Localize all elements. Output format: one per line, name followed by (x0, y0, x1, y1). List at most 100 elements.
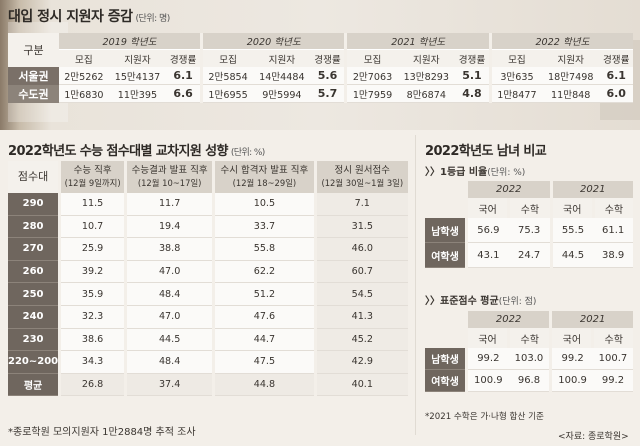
col-header: 경쟁률 (310, 49, 346, 67)
column-divider (415, 135, 416, 435)
gender-comparison-title: 2022학년도 남녀 비교 (425, 144, 547, 159)
cell: 1만6830 (59, 84, 109, 103)
cell: 96.8 (508, 369, 551, 392)
subject-label: 수학 (507, 198, 552, 218)
col-header: 경쟁률 (455, 49, 491, 67)
table-row: 270 25.9 38.8 55.8 46.0 (8, 237, 408, 261)
cell: 56.9 (464, 218, 509, 243)
column-sub: (12월 18~29일) (232, 178, 297, 188)
subject-row: 국어 수학 국어 수학 (425, 328, 633, 348)
cell: 38.9 (593, 242, 633, 268)
table-row: 250 35.9 48.4 51.2 54.5 (8, 282, 408, 306)
row-label: 280 (8, 215, 60, 239)
col-header: 지원자 (108, 49, 167, 67)
cell: 5.6 (310, 67, 346, 85)
cell: 7.1 (313, 193, 408, 216)
year-2019: 2019 학년도 (59, 33, 202, 50)
table-row: 260 39.2 47.0 62.2 60.7 (8, 260, 408, 284)
cell: 38.8 (124, 237, 214, 261)
column-sub: (12월 30일~1월 3일) (321, 178, 404, 188)
row-label: 서울권 (8, 67, 59, 85)
cell: 47.0 (124, 305, 214, 329)
cell: 1만8477 (488, 84, 542, 103)
cell: 6.1 (166, 67, 202, 85)
subject-label: 국어 (464, 328, 509, 348)
std-score-heading: 〉〉표준점수 평균(단위: 점) (425, 292, 536, 307)
row-label: 여학생 (425, 242, 467, 268)
cell: 99.2 (549, 348, 593, 370)
cell: 10.5 (212, 193, 316, 216)
top-title-text: 대입 정시 지원자 증감 (8, 9, 133, 25)
cell: 44.8 (212, 373, 316, 397)
right-note: *2021 수학은 가·나형 합산 기준 (425, 412, 544, 422)
cell: 47.0 (124, 260, 214, 284)
table-row: 290 11.5 11.7 10.5 7.1 (8, 193, 408, 216)
year-row: 2022 2021 (425, 311, 633, 328)
cell: 42.9 (313, 350, 408, 374)
cell: 38.6 (58, 328, 126, 352)
corner-label: 점수대 (8, 161, 60, 193)
table-row: 남학생 56.9 75.3 55.5 61.1 (425, 218, 633, 243)
score-unit: (단위: 점) (498, 297, 537, 307)
table-row: 230 38.6 44.5 44.7 45.2 (8, 328, 408, 352)
cell: 11.7 (124, 193, 214, 216)
source-credit: <자료: 종로학원> (558, 432, 629, 442)
cell: 18만7498 (542, 67, 600, 85)
column-label: 수능결과 발표 직후 (131, 165, 208, 176)
cell: 32.3 (58, 305, 126, 329)
column-label: 수능 직후 (73, 165, 112, 176)
cell: 47.6 (212, 305, 316, 329)
year-2020: 2020 학년도 (200, 33, 346, 50)
column-sub: (12월 9일까지) (64, 178, 121, 188)
row-label: 220~200 (8, 350, 60, 374)
cell: 35.9 (58, 282, 126, 306)
cell: 99.2 (464, 348, 509, 370)
cell: 6.0 (599, 84, 633, 103)
year-2022: 2022 학년도 (488, 33, 633, 50)
cell: 11만848 (542, 84, 600, 103)
cross-application-table: 점수대 수능 직후 (12월 9일까지) 수능결과 발표 직후 (12월 10~17… (8, 161, 408, 397)
row-label: 수도권 (8, 84, 59, 103)
subject-label: 수학 (591, 328, 633, 348)
left-title-text: 2022학년도 수능 점수대별 교차지원 성향 (8, 144, 228, 159)
left-unit: (단위: %) (230, 148, 265, 158)
cell: 62.2 (212, 260, 316, 284)
cell: 61.1 (593, 218, 633, 243)
cell: 103.0 (508, 348, 551, 370)
cell: 51.2 (212, 282, 316, 306)
column-sub: (12월 10~17일) (137, 178, 202, 188)
cell: 5.1 (455, 67, 491, 85)
cell: 24.7 (508, 242, 552, 268)
row-label: 290 (8, 193, 60, 216)
cell: 54.5 (313, 282, 408, 306)
cell: 48.4 (124, 350, 214, 374)
table-row: 240 32.3 47.0 47.6 41.3 (8, 305, 408, 329)
header-row: 점수대 수능 직후 (12월 9일까지) 수능결과 발표 직후 (12월 10~17… (8, 161, 408, 193)
cell: 3만635 (488, 67, 542, 85)
row-label: 남학생 (425, 218, 467, 243)
table-row: 여학생 100.9 96.8 100.9 99.2 (425, 369, 633, 392)
cell: 44.5 (124, 328, 214, 352)
cell: 19.4 (124, 215, 214, 239)
cell: 41.3 (313, 305, 408, 329)
cell: 15만4137 (108, 67, 167, 85)
ratio-heading-text: 〉〉1등급 비율 (425, 167, 488, 178)
row-label: 평균 (8, 373, 60, 397)
table-row: 여학생 43.1 24.7 44.5 38.9 (425, 242, 633, 268)
column-header: 수능 직후 (12월 9일까지) (58, 161, 126, 193)
col-header: 경쟁률 (599, 49, 633, 67)
row-label: 270 (8, 237, 60, 261)
col-header: 경쟁률 (166, 49, 202, 67)
row-label: 230 (8, 328, 60, 352)
column-header-row: 모집 지원자 경쟁률 모집 지원자 경쟁률 모집 지원자 경쟁률 모집 지원자 … (8, 49, 633, 67)
cell: 33.7 (212, 215, 316, 239)
row-label: 260 (8, 260, 60, 284)
cell: 45.2 (313, 328, 408, 352)
cell: 5.7 (310, 84, 346, 103)
left-footnote: *종로학원 모의지원자 1만2884명 추적 조사 (8, 427, 196, 438)
cell: 1만6955 (200, 84, 254, 103)
cell: 2만5262 (59, 67, 109, 85)
corner-label: 구분 (8, 33, 59, 67)
cell: 11.5 (58, 193, 126, 216)
subject-label: 수학 (591, 198, 633, 218)
